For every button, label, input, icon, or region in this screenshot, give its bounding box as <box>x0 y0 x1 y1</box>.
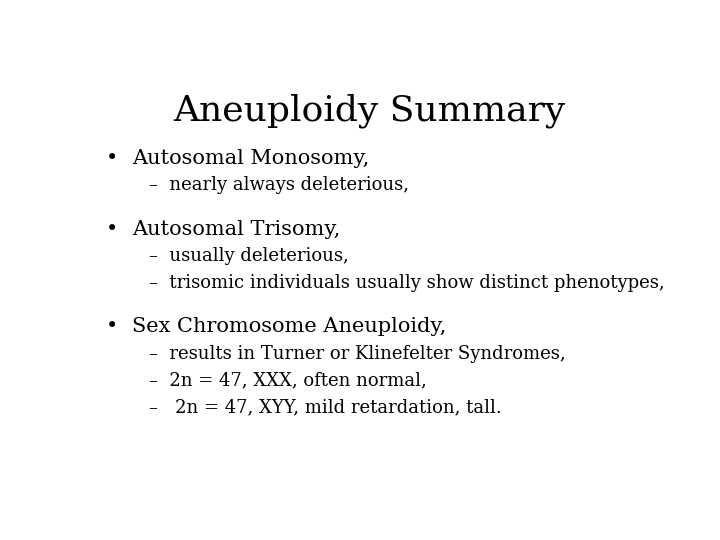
Text: Autosomal Monosomy,: Autosomal Monosomy, <box>132 149 369 168</box>
Text: •: • <box>106 318 119 336</box>
Text: Sex Chromosome Aneuploidy,: Sex Chromosome Aneuploidy, <box>132 318 446 336</box>
Text: Autosomal Trisomy,: Autosomal Trisomy, <box>132 220 340 239</box>
Text: –  trisomic individuals usually show distinct phenotypes,: – trisomic individuals usually show dist… <box>148 274 665 292</box>
Text: –  2n = 47, XXX, often normal,: – 2n = 47, XXX, often normal, <box>148 372 426 390</box>
Text: •: • <box>106 220 119 239</box>
Text: •: • <box>106 149 119 168</box>
Text: Aneuploidy Summary: Aneuploidy Summary <box>173 94 565 129</box>
Text: –  results in Turner or Klinefelter Syndromes,: – results in Turner or Klinefelter Syndr… <box>148 345 565 363</box>
Text: –  nearly always deleterious,: – nearly always deleterious, <box>148 177 408 194</box>
Text: –   2n = 47, XYY, mild retardation, tall.: – 2n = 47, XYY, mild retardation, tall. <box>148 399 501 417</box>
Text: –  usually deleterious,: – usually deleterious, <box>148 247 348 265</box>
